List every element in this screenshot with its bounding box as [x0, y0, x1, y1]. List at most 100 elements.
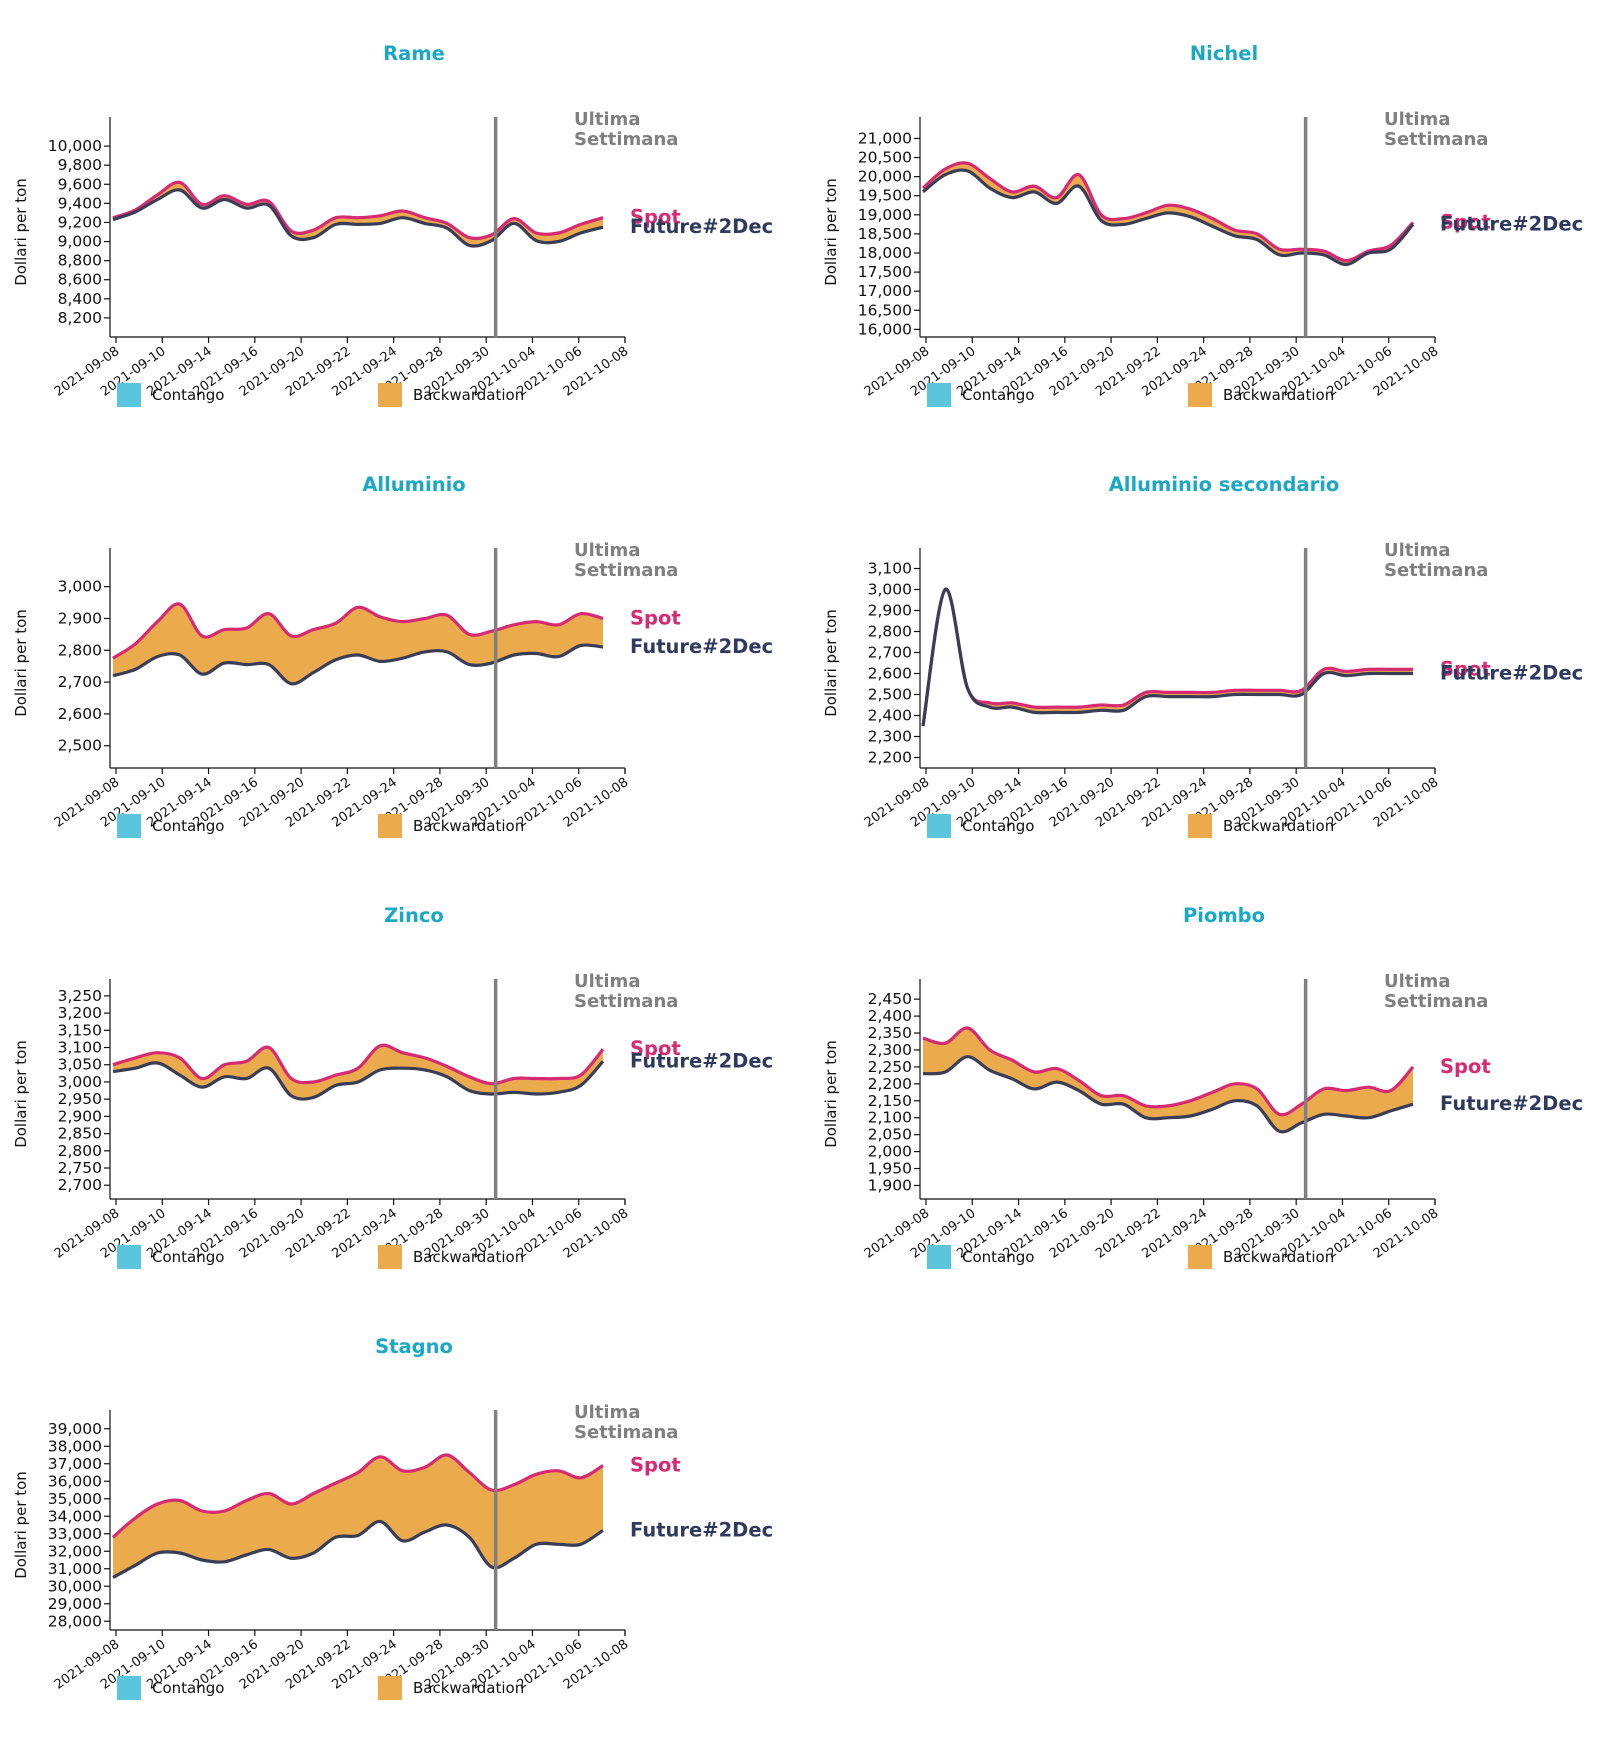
y-tick-label: 2,850 — [58, 1125, 102, 1143]
backwardation-area — [113, 182, 603, 247]
future-label: Future#2Dec — [1440, 212, 1583, 235]
chart-title: Stagno — [375, 1335, 453, 1358]
y-tick-label: 2,100 — [868, 1109, 912, 1127]
y-tick-label: 2,700 — [868, 644, 912, 662]
y-tick-label: 37,000 — [48, 1455, 102, 1473]
backwardation-area — [113, 1045, 603, 1100]
y-tick-label: 1,950 — [868, 1160, 912, 1178]
legend-swatch-contango — [927, 1245, 951, 1269]
y-tick-label: 32,000 — [48, 1542, 102, 1560]
y-tick-label: 2,900 — [58, 1107, 102, 1125]
spot-line — [921, 161, 1415, 263]
y-tick-label: 20,000 — [858, 168, 912, 186]
future-label: Future#2Dec — [630, 1518, 773, 1541]
chart-title: Alluminio — [362, 473, 465, 496]
last-week-label-line2: Settimana — [1384, 129, 1488, 150]
backwardation-area — [113, 603, 603, 684]
y-tick-label: 28,000 — [48, 1612, 102, 1630]
backwardation-area — [923, 1027, 1413, 1132]
y-tick-label: 2,900 — [868, 602, 912, 620]
y-tick-label: 34,000 — [48, 1507, 102, 1525]
legend-swatch-backwardation — [1188, 383, 1212, 407]
chart-svg: Piombo Dollari per ton 1,9001,9502,0002,05… — [822, 904, 1583, 1269]
chart-panel-piombo: Piombo Dollari per ton 1,900 1,950 2,000 2,05… — [810, 882, 1615, 1312]
legend-swatch-contango — [927, 383, 951, 407]
y-tick-label: 2,000 — [868, 1143, 912, 1161]
y-tick-label: 3,100 — [58, 1039, 102, 1057]
last-week-label-line2: Settimana — [1384, 991, 1488, 1012]
y-tick-label: 8,800 — [58, 252, 102, 270]
y-tick-label: 3,150 — [58, 1021, 102, 1039]
y-tick-label: 2,200 — [868, 1075, 912, 1093]
y-tick-label: 3,000 — [868, 581, 912, 599]
spot-line — [112, 180, 604, 241]
spot-label: Spot — [1440, 1055, 1491, 1078]
chart-svg: Alluminio secondario Dollari per ton 2,200… — [822, 473, 1583, 838]
last-week-label-line2: Settimana — [1384, 560, 1488, 581]
y-tick-label: 19,000 — [858, 206, 912, 224]
spot-line — [112, 602, 604, 660]
future-line — [112, 643, 604, 686]
y-tick-label: 3,100 — [868, 560, 912, 578]
y-tick-label: 9,800 — [58, 156, 102, 174]
y-tick-label: 9,000 — [58, 233, 102, 251]
y-tick-label: 30,000 — [48, 1577, 102, 1595]
y-tick-label: 2,600 — [58, 705, 102, 723]
y-tick-label: 2,800 — [58, 641, 102, 659]
last-week-label-line2: Settimana — [574, 129, 678, 150]
last-week-label-line2: Settimana — [574, 560, 678, 581]
legend-label-contango: Contango — [152, 1248, 224, 1266]
future-label: Future#2Dec — [630, 1049, 773, 1072]
chart-svg: Alluminio Dollari per ton 2,500 2,600 2,700 2… — [12, 473, 773, 838]
legend-swatch-backwardation — [378, 1245, 402, 1269]
legend-swatch-backwardation — [378, 1676, 402, 1700]
y-tick-label: 2,800 — [868, 623, 912, 641]
spot-line — [922, 1026, 1415, 1117]
future-line — [922, 1055, 1414, 1134]
y-tick-label: 2,300 — [868, 1041, 912, 1059]
y-tick-label: 9,200 — [58, 213, 102, 231]
y-tick-label: 9,400 — [58, 194, 102, 212]
y-axis-label: Dollari per ton — [822, 1040, 840, 1148]
y-axis-label: Dollari per ton — [12, 178, 30, 286]
backwardation-area — [113, 1454, 603, 1578]
legend-label-backwardation: Backwardation — [1223, 817, 1334, 835]
y-tick-label: 2,050 — [868, 1126, 912, 1144]
legend-swatch-contango — [117, 383, 141, 407]
chart-panel-alluminio: Alluminio Dollari per ton 2,500 2,600 2,700 2… — [0, 451, 805, 881]
legend-label-contango: Contango — [962, 817, 1034, 835]
y-tick-label: 2,200 — [868, 749, 912, 767]
legend-label-contango: Contango — [152, 817, 224, 835]
y-tick-label: 29,000 — [48, 1595, 102, 1613]
future-line — [112, 1519, 604, 1579]
chart-title: Piombo — [1183, 904, 1265, 927]
y-tick-label: 2,250 — [868, 1058, 912, 1076]
spot-line — [921, 587, 1413, 727]
y-tick-label: 3,200 — [58, 1004, 102, 1022]
legend-swatch-backwardation — [378, 383, 402, 407]
spot-line — [111, 1453, 604, 1539]
chart-title: Alluminio secondario — [1109, 473, 1340, 496]
y-tick-label: 35,000 — [48, 1490, 102, 1508]
legend-label-backwardation: Backwardation — [413, 817, 524, 835]
legend-label-backwardation: Backwardation — [1223, 1248, 1334, 1266]
y-tick-label: 3,000 — [58, 1073, 102, 1091]
y-tick-label: 31,000 — [48, 1560, 102, 1578]
y-tick-label: 10,000 — [48, 137, 102, 155]
y-tick-label: 36,000 — [48, 1472, 102, 1490]
chart-title: Rame — [383, 42, 445, 65]
spot-line — [112, 1043, 605, 1086]
chart-panel-stagno: Stagno Dollari per ton 28,000 29,000 30,000 3… — [0, 1313, 805, 1743]
y-tick-label: 1,900 — [868, 1176, 912, 1194]
y-tick-label: 2,500 — [58, 737, 102, 755]
y-tick-label: 3,050 — [58, 1056, 102, 1074]
y-tick-label: 2,700 — [58, 673, 102, 691]
y-tick-label: 2,800 — [58, 1142, 102, 1160]
future-label: Future#2Dec — [630, 215, 773, 238]
last-week-label-line1: Ultima — [1384, 971, 1450, 992]
legend-swatch-contango — [117, 1676, 141, 1700]
last-week-label-line1: Ultima — [1384, 109, 1450, 130]
